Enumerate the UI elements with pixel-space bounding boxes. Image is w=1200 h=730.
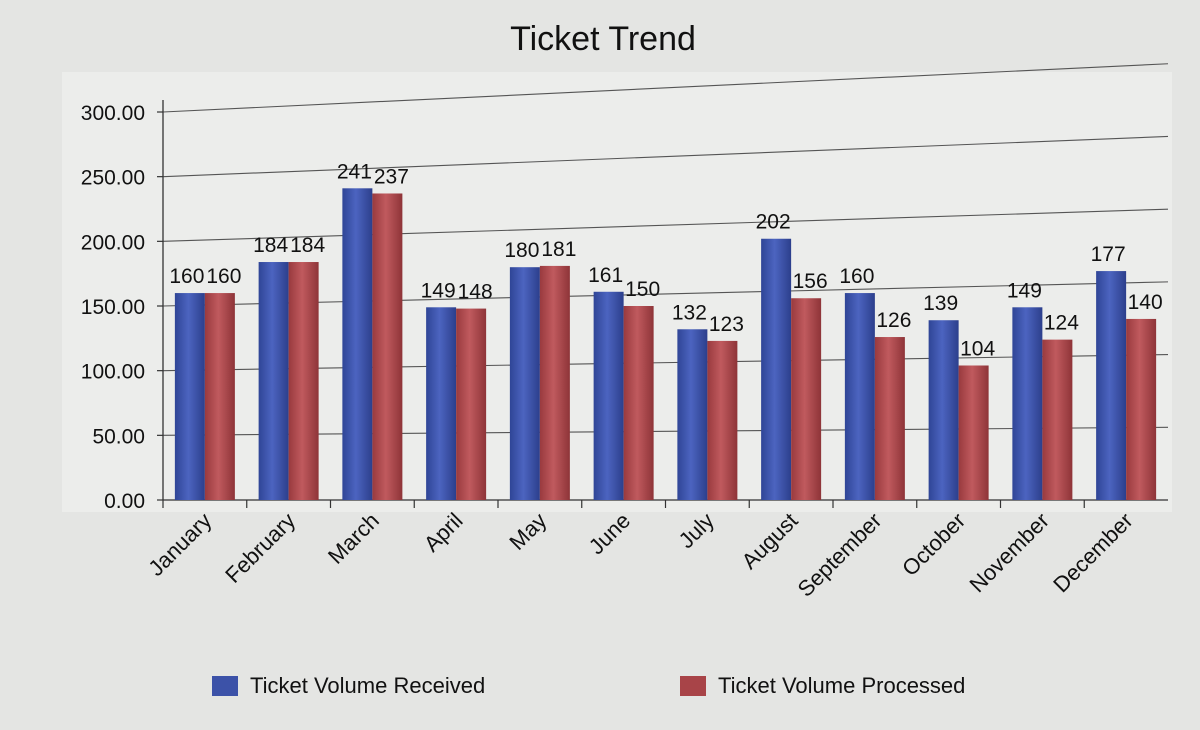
bar-received-october	[928, 320, 959, 500]
x-category-label: August	[737, 508, 803, 574]
x-category-label: December	[1048, 508, 1137, 597]
bar-received-may	[509, 267, 540, 500]
category-labels: January February March April May June July Augu…	[143, 508, 1137, 602]
data-label-processed-july: 123	[709, 313, 744, 336]
bar-processed-november	[1042, 339, 1073, 500]
bars	[174, 188, 1157, 501]
data-label-received-february: 184	[253, 234, 288, 257]
bar-received-february	[258, 262, 289, 500]
axes: 0.00 50.00 100.00 150.00 200.00 250.00 300.00	[81, 100, 1168, 513]
gridline	[162, 63, 1169, 113]
gridline	[162, 426, 1169, 436]
data-label-received-december: 177	[1091, 243, 1126, 266]
data-label-received-april: 149	[421, 279, 456, 302]
bar-received-november	[1012, 307, 1043, 500]
x-category-label: February	[220, 508, 300, 588]
gridline	[162, 281, 1169, 307]
bar-received-march	[342, 188, 373, 500]
bar-processed-september	[874, 337, 905, 500]
legend-swatch-received	[212, 676, 238, 696]
data-label-received-june: 161	[588, 264, 623, 287]
y-tick-label: 150.00	[81, 296, 145, 319]
y-tick-label: 50.00	[92, 425, 145, 448]
bar-processed-october	[958, 365, 989, 500]
data-label-processed-february: 184	[290, 234, 325, 257]
y-tick-label: 0.00	[104, 490, 145, 513]
bar-received-august	[761, 238, 792, 500]
x-category-label: January	[143, 508, 216, 581]
data-label-processed-january: 160	[206, 265, 241, 288]
chart-title: Ticket Trend	[510, 20, 696, 58]
x-category-label: May	[504, 508, 551, 555]
data-label-processed-may: 181	[541, 238, 576, 261]
data-label-processed-august: 156	[793, 270, 828, 293]
bar-processed-august	[791, 298, 822, 500]
x-category-label: June	[584, 508, 635, 559]
data-label-received-january: 160	[169, 265, 204, 288]
bar-processed-may	[539, 265, 570, 500]
x-category-label: March	[323, 508, 384, 569]
bar-received-june	[593, 291, 624, 500]
data-label-processed-march: 237	[374, 165, 409, 188]
y-tick-label: 200.00	[81, 231, 145, 254]
bar-received-july	[677, 329, 708, 500]
bar-processed-june	[623, 306, 654, 500]
gridline	[162, 135, 1169, 178]
x-category-label: July	[674, 508, 719, 553]
x-category-label: October	[897, 508, 970, 581]
y-tick-label: 250.00	[81, 167, 145, 190]
legend-label-processed: Ticket Volume Processed	[718, 673, 965, 698]
legend-label-received: Ticket Volume Received	[250, 673, 485, 698]
data-label-processed-september: 126	[876, 309, 911, 332]
bar-received-december	[1096, 271, 1127, 500]
data-label-received-july: 132	[672, 301, 707, 324]
bar-received-april	[426, 307, 457, 500]
data-label-processed-april: 148	[458, 281, 493, 304]
y-tick-label: 100.00	[81, 361, 145, 384]
data-label-processed-october: 104	[960, 337, 995, 360]
bar-received-september	[844, 293, 875, 500]
x-category-label: November	[964, 508, 1053, 597]
legend-swatch-processed	[680, 676, 706, 696]
bar-processed-march	[372, 193, 403, 501]
bar-processed-july	[707, 340, 738, 500]
x-category-label: September	[793, 508, 887, 602]
data-label-processed-june: 150	[625, 278, 660, 301]
data-label-received-march: 241	[337, 160, 372, 183]
data-label-received-october: 139	[923, 292, 958, 315]
x-category-label: April	[419, 508, 468, 557]
bar-processed-january	[204, 293, 235, 500]
gridlines	[162, 63, 1169, 436]
bar-processed-february	[288, 262, 319, 500]
gridline	[162, 208, 1169, 242]
bar-received-january	[174, 293, 205, 500]
data-label-processed-december: 140	[1128, 291, 1163, 314]
bar-processed-april	[456, 308, 487, 500]
bar-processed-december	[1126, 318, 1157, 500]
data-label-received-september: 160	[839, 265, 874, 288]
data-label-received-may: 180	[504, 239, 539, 262]
y-tick-label: 300.00	[81, 102, 145, 125]
data-label-received-november: 149	[1007, 279, 1042, 302]
gridline	[162, 354, 1169, 372]
legend: Ticket Volume Received Ticket Volume Proc…	[212, 673, 965, 698]
data-label-processed-november: 124	[1044, 312, 1079, 335]
data-label-received-august: 202	[756, 211, 791, 234]
